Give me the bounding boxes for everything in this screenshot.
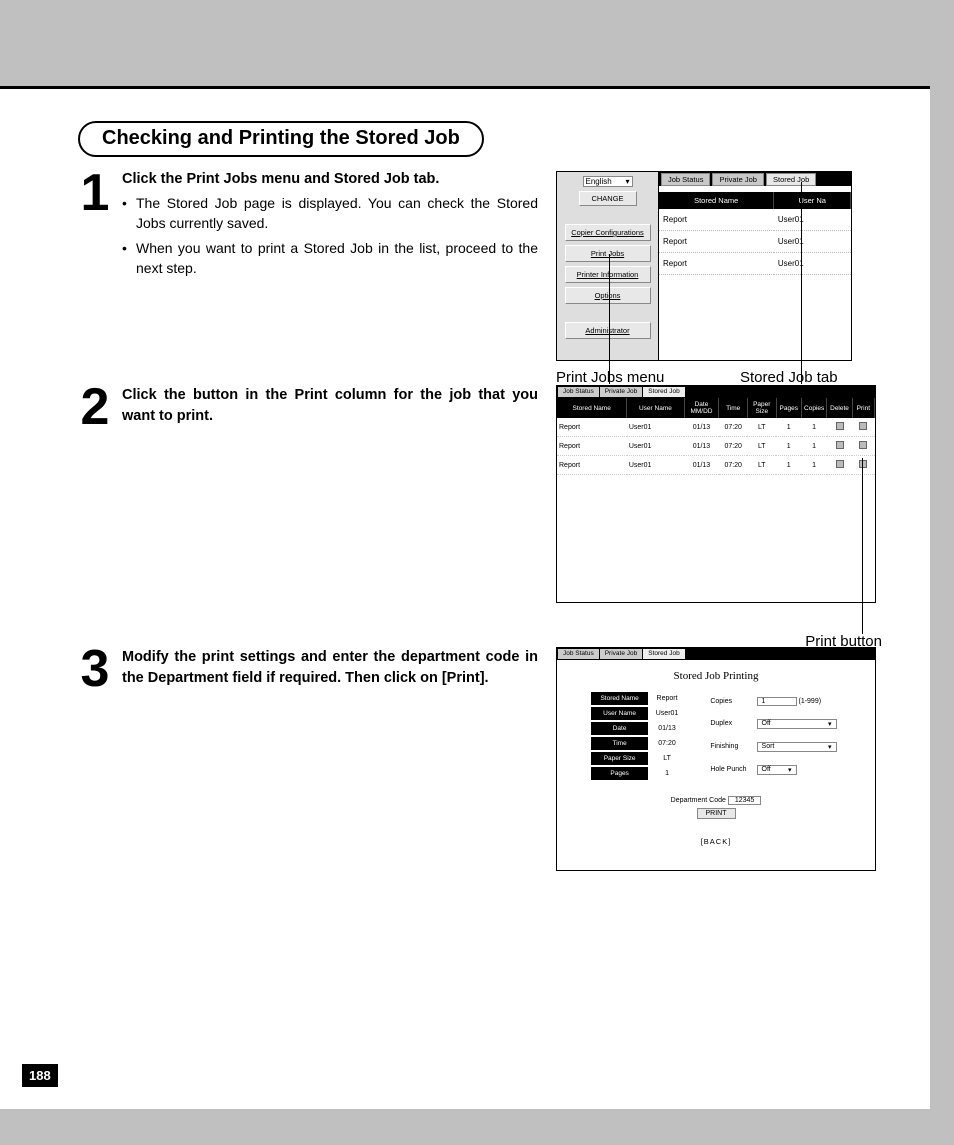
tab-stored-job[interactable]: Stored Job xyxy=(766,173,816,186)
print-icon[interactable] xyxy=(859,422,867,430)
delete-icon[interactable] xyxy=(836,441,844,449)
callout-stored-job-tab: Stored Job tab xyxy=(740,369,838,386)
section-title-wrap: Checking and Printing the Stored Job xyxy=(78,121,890,157)
step-2: 2 Click the button in the Print column f… xyxy=(78,385,890,603)
step-heading: Click the Print Jobs menu and Stored Job… xyxy=(122,171,538,187)
step-heading: Modify the print settings and enter the … xyxy=(122,647,538,689)
tab[interactable]: Job Status xyxy=(661,173,710,186)
section-title: Checking and Printing the Stored Job xyxy=(78,121,484,157)
menu-admin[interactable]: Administrator xyxy=(565,322,651,339)
holepunch-select[interactable]: Off▾ xyxy=(757,765,797,775)
table-row: ReportUser0101/1307:20LT11 xyxy=(557,456,875,475)
tab[interactable]: Stored Job xyxy=(643,649,684,659)
step-number: 1 xyxy=(78,171,112,361)
table-row: ReportUser01 xyxy=(659,253,851,275)
table-row: ReportUser01 xyxy=(659,209,851,231)
options-table: Copies1 (1-999) DuplexOff▾ FinishingSort… xyxy=(704,690,842,782)
table-row: ReportUser01 xyxy=(659,231,851,253)
bullet: •When you want to print a Stored Job in … xyxy=(122,238,538,279)
delete-icon[interactable] xyxy=(836,422,844,430)
info-table: Stored NameReport User NameUser01 Date01… xyxy=(589,690,686,782)
menu-item[interactable]: Options xyxy=(565,287,651,304)
screenshot-1: English▾ CHANGE Copier Configurations Pr… xyxy=(556,171,852,361)
duplex-select[interactable]: Off▾ xyxy=(757,719,837,729)
page-content: Checking and Printing the Stored Job 1 C… xyxy=(0,89,930,1109)
finishing-select[interactable]: Sort▾ xyxy=(757,742,837,752)
copies-input[interactable]: 1 xyxy=(757,697,797,706)
tab[interactable]: Private Job xyxy=(600,387,643,397)
bullet: •The Stored Job page is displayed. You c… xyxy=(122,193,538,234)
step-number: 2 xyxy=(78,385,112,603)
job-table: Stored NameUser NameDate MM/DD TimePaper… xyxy=(557,398,875,475)
tab[interactable]: Stored Job xyxy=(643,387,684,397)
table-row: ReportUser0101/1307:20LT11 xyxy=(557,437,875,456)
screenshot-2: Job Status Private Job Stored Job Stored… xyxy=(556,385,876,603)
tab[interactable]: Private Job xyxy=(712,173,764,186)
print-button[interactable]: PRINT xyxy=(697,808,736,819)
menu-print-jobs[interactable]: Print Jobs xyxy=(565,245,651,262)
department-row: Department Code 12345 PRINT xyxy=(557,796,875,819)
dialog-title: Stored Job Printing xyxy=(557,660,875,690)
menu-item[interactable]: Copier Configurations xyxy=(565,224,651,241)
print-icon[interactable] xyxy=(859,460,867,468)
menu-panel: English▾ CHANGE Copier Configurations Pr… xyxy=(557,172,659,360)
language-select[interactable]: English▾ xyxy=(583,176,633,187)
tab[interactable]: Job Status xyxy=(558,387,599,397)
print-icon[interactable] xyxy=(859,441,867,449)
department-input[interactable]: 12345 xyxy=(728,796,761,805)
tab[interactable]: Private Job xyxy=(600,649,643,659)
change-button[interactable]: CHANGE xyxy=(579,191,637,206)
screenshot-3: Job Status Private Job Stored Job Stored… xyxy=(556,647,876,871)
stored-job-table: Stored NameUser Na ReportUser01 ReportUs… xyxy=(659,192,851,275)
step-heading: Click the button in the Print column for… xyxy=(122,385,538,427)
step-number: 3 xyxy=(78,647,112,871)
callout-print-jobs-menu: Print Jobs menu xyxy=(556,369,664,386)
step-1: 1 Click the Print Jobs menu and Stored J… xyxy=(78,171,890,361)
tabs: Job Status Private Job Stored Job xyxy=(659,172,851,186)
back-link[interactable]: [BACK] xyxy=(557,837,875,846)
menu-item[interactable]: Printer Information xyxy=(565,266,651,283)
step-3: 3 Modify the print settings and enter th… xyxy=(78,647,890,871)
table-row: ReportUser0101/1307:20LT11 xyxy=(557,418,875,437)
tab[interactable]: Job Status xyxy=(558,649,599,659)
delete-icon[interactable] xyxy=(836,460,844,468)
page-number: 188 xyxy=(22,1064,58,1087)
